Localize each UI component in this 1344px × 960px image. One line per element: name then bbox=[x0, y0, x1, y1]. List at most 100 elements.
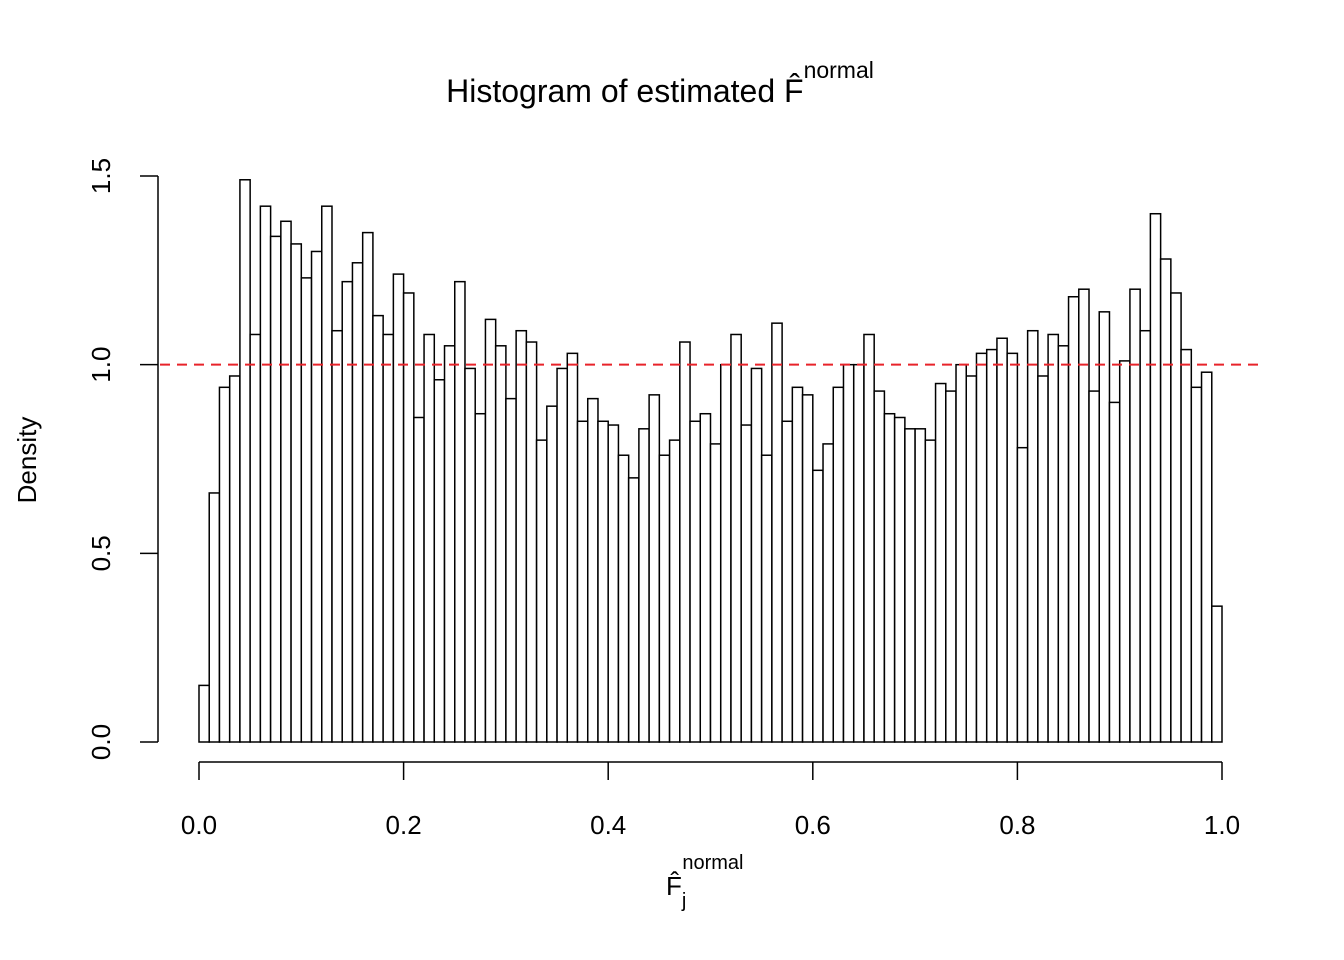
bar bbox=[290, 243, 303, 743]
bar bbox=[556, 367, 569, 743]
bar bbox=[801, 394, 814, 743]
x-tick-label: 1.0 bbox=[1204, 810, 1240, 840]
bar bbox=[576, 420, 589, 743]
bar bbox=[719, 363, 732, 743]
bar bbox=[361, 231, 374, 743]
bar bbox=[1200, 371, 1213, 743]
bar bbox=[914, 428, 927, 743]
bar bbox=[402, 292, 415, 743]
bar bbox=[1088, 390, 1100, 743]
bar bbox=[750, 367, 763, 743]
y-tick-label: 0.5 bbox=[86, 535, 116, 571]
bar bbox=[1118, 360, 1131, 743]
bar bbox=[617, 454, 630, 743]
bar bbox=[546, 405, 558, 743]
x-tick-label: 0.0 bbox=[181, 810, 217, 840]
bar bbox=[494, 345, 507, 743]
bar bbox=[781, 420, 794, 743]
bar bbox=[597, 420, 609, 743]
bar bbox=[239, 179, 251, 743]
bar bbox=[515, 329, 528, 743]
bar bbox=[1149, 212, 1162, 743]
bar bbox=[382, 333, 395, 743]
bar bbox=[812, 469, 824, 743]
chart-title: Histogram of estimated F̂normal bbox=[446, 57, 874, 109]
x-axis-label: F̂j normal bbox=[666, 852, 743, 912]
bar bbox=[985, 348, 998, 743]
bar bbox=[464, 367, 476, 743]
title-superscript: normal bbox=[804, 57, 874, 83]
bar bbox=[996, 337, 1008, 743]
bar bbox=[709, 443, 722, 743]
bar bbox=[1180, 348, 1193, 743]
bar bbox=[648, 394, 661, 743]
bar bbox=[433, 379, 446, 743]
bar bbox=[893, 416, 906, 743]
bar bbox=[300, 277, 313, 743]
bar bbox=[586, 397, 599, 743]
bar bbox=[904, 428, 916, 743]
bar bbox=[668, 439, 681, 743]
bar bbox=[842, 363, 855, 743]
x-tick-label: 0.6 bbox=[795, 810, 831, 840]
y-tick-label: 0.0 bbox=[86, 724, 116, 760]
bar bbox=[1078, 288, 1090, 743]
x-label-sup: normal bbox=[682, 852, 743, 874]
bar bbox=[740, 424, 753, 743]
bar bbox=[1190, 386, 1203, 743]
bar bbox=[249, 333, 262, 743]
bar bbox=[955, 363, 968, 743]
bar bbox=[413, 416, 425, 743]
bar bbox=[1098, 311, 1111, 743]
bar bbox=[699, 412, 712, 743]
bar bbox=[1016, 446, 1029, 743]
bar bbox=[372, 314, 384, 743]
bar bbox=[863, 333, 875, 743]
bar bbox=[443, 345, 456, 743]
bar bbox=[1037, 375, 1049, 743]
bar bbox=[351, 262, 364, 743]
bar bbox=[331, 329, 343, 743]
bar bbox=[1047, 333, 1060, 743]
bar bbox=[1026, 329, 1039, 743]
bar bbox=[1006, 352, 1019, 743]
bar bbox=[822, 443, 835, 743]
bar bbox=[198, 684, 210, 743]
bar bbox=[791, 386, 804, 743]
bar bbox=[945, 390, 957, 743]
bar bbox=[1139, 329, 1152, 743]
x-label-base: F̂ bbox=[666, 871, 682, 901]
bar bbox=[607, 424, 620, 743]
bar bbox=[658, 454, 671, 743]
x-tick-label: 0.8 bbox=[999, 810, 1035, 840]
bar bbox=[832, 386, 845, 743]
bar bbox=[934, 382, 947, 743]
bar bbox=[454, 280, 466, 743]
x-tick-label: 0.4 bbox=[590, 810, 626, 840]
x-label-sub: j bbox=[681, 890, 686, 912]
bar bbox=[1211, 605, 1223, 743]
bar bbox=[321, 205, 333, 743]
bar bbox=[228, 375, 241, 743]
y-axis-label: Density bbox=[12, 417, 42, 504]
title-text: Histogram of estimated F̂ bbox=[446, 73, 803, 109]
bar bbox=[1067, 295, 1080, 743]
bar bbox=[1159, 258, 1172, 743]
bar bbox=[1170, 292, 1182, 743]
bar bbox=[730, 333, 742, 743]
y-tick-label: 1.0 bbox=[86, 347, 116, 383]
bar bbox=[280, 220, 292, 743]
bar bbox=[505, 397, 517, 743]
bar bbox=[975, 352, 988, 743]
bar bbox=[218, 386, 231, 743]
bar bbox=[392, 273, 405, 743]
bar bbox=[965, 375, 978, 743]
bar bbox=[873, 390, 886, 743]
bar bbox=[525, 341, 538, 743]
x-tick-label: 0.2 bbox=[386, 810, 422, 840]
bar bbox=[474, 412, 487, 743]
bar bbox=[771, 322, 783, 743]
bar bbox=[484, 318, 497, 743]
